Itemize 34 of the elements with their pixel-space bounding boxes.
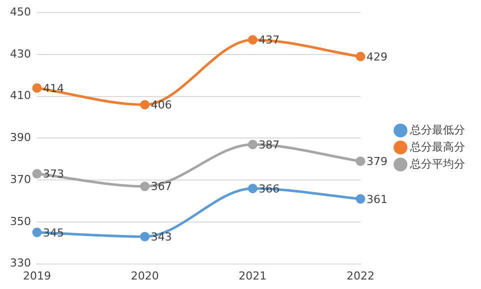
x-tick-label: 2022 [346, 269, 374, 282]
y-tick-label: 370 [10, 172, 31, 186]
point [356, 52, 366, 62]
point [32, 169, 42, 179]
data-label: 367 [150, 180, 172, 194]
data-label: 429 [366, 50, 388, 64]
y-tick-label: 390 [10, 131, 31, 144]
point [356, 194, 366, 204]
point [140, 100, 150, 110]
data-label: 379 [366, 155, 388, 168]
data-label: 373 [42, 168, 64, 181]
data-label: 406 [150, 98, 172, 112]
legend-label: 总分平均分 [409, 157, 465, 170]
point [140, 232, 150, 242]
y-tick-label: 430 [10, 47, 31, 60]
point [248, 140, 258, 150]
point [140, 182, 150, 192]
x-tick-label: 2019 [22, 269, 51, 282]
point [32, 228, 42, 238]
data-label: 387 [258, 138, 280, 152]
x-tick-label: 2021 [238, 269, 267, 282]
x-tick-label: 2020 [130, 269, 159, 282]
y-tick-label: 350 [10, 214, 31, 228]
legend-label: 总分最低分 [409, 123, 465, 136]
point [248, 35, 258, 45]
point [248, 184, 258, 194]
legend-label: 总分最高分 [409, 140, 465, 154]
y-tick-label: 330 [10, 256, 31, 270]
point [356, 156, 366, 166]
point [32, 83, 42, 93]
data-label: 343 [150, 230, 172, 244]
y-tick-label: 450 [10, 5, 31, 18]
data-label: 361 [366, 192, 388, 206]
y-tick-label: 410 [10, 89, 31, 102]
